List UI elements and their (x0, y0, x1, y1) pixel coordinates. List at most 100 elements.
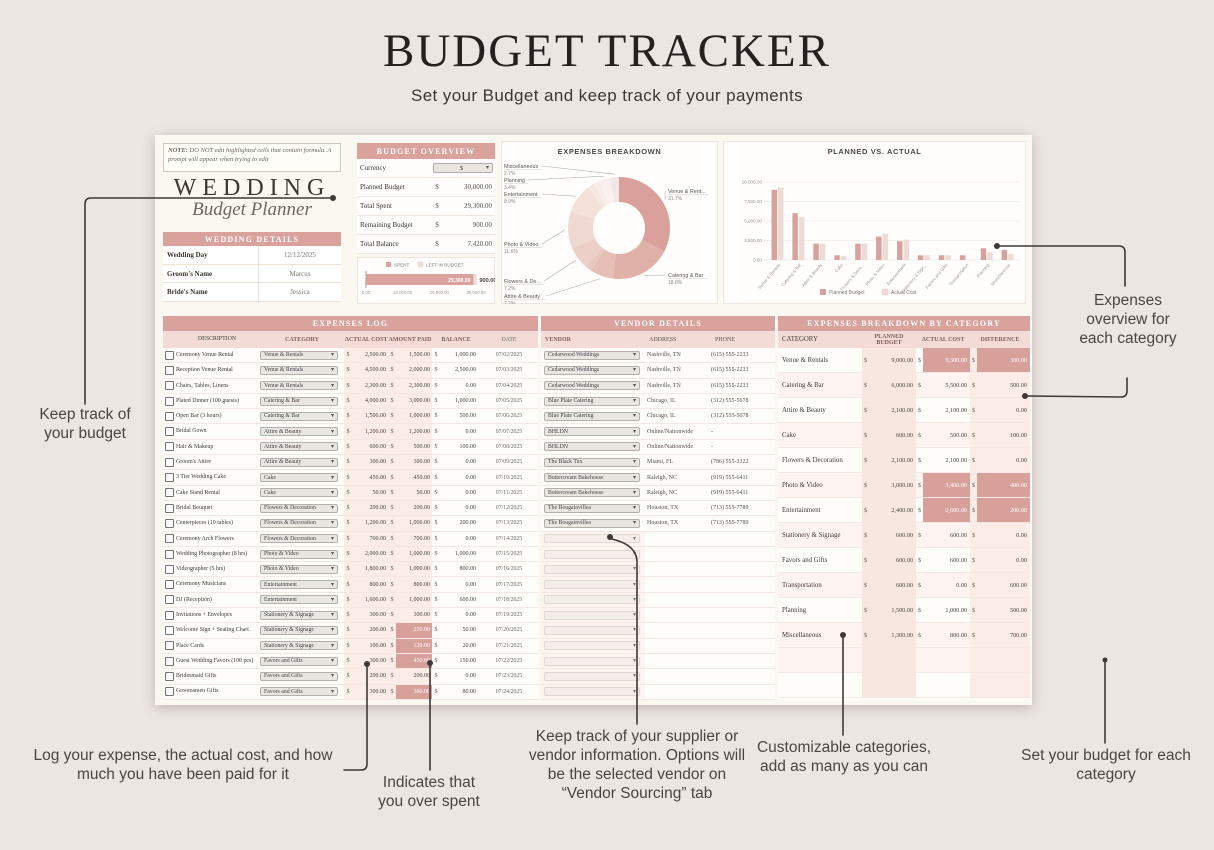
vendor-phone[interactable]: (615) 555-2233 (711, 352, 749, 359)
planned-budget-cell[interactable]: 2,400.00 (869, 498, 916, 522)
vendor-dropdown[interactable]: BHLDN ▾ (544, 442, 640, 452)
date-cell[interactable]: 07/16/2025 (495, 566, 523, 573)
expense-description[interactable]: Wedding Photographer (8 hrs) (176, 550, 248, 557)
vendor-phone[interactable]: - (711, 443, 713, 450)
checkbox[interactable] (165, 564, 174, 574)
expense-description[interactable]: Bridal Gown (176, 428, 207, 435)
amount-paid-cell[interactable]: 380.00 (396, 684, 432, 699)
actual-cost-cell[interactable]: 200.00 (352, 500, 388, 516)
vendor-address[interactable]: Houston, TX (647, 520, 679, 527)
planned-budget-cell[interactable]: 2,100.00 (869, 448, 916, 472)
vendor-dropdown[interactable]: ▾ (544, 671, 640, 681)
actual-cost-cell[interactable]: 4,500.00 (352, 363, 388, 378)
checkbox[interactable] (165, 488, 174, 498)
vendor-address[interactable]: Raleigh, NC (647, 489, 677, 496)
date-cell[interactable]: 07/02/2025 (495, 352, 523, 359)
vendor-phone[interactable]: (312) 555-5678 (711, 413, 749, 420)
category-dropdown[interactable]: Favors and Gifts ▾ (260, 687, 338, 697)
amount-paid-cell[interactable]: 1,000.00 (396, 562, 432, 577)
checkbox[interactable] (165, 427, 174, 437)
category-dropdown[interactable]: Catering & Bar ▾ (260, 411, 338, 421)
amount-paid-cell[interactable]: 300.00 (396, 608, 432, 623)
vendor-phone[interactable]: (919) 555-6411 (711, 489, 749, 496)
vendor-phone[interactable]: (615) 555-2233 (711, 367, 749, 374)
expense-description[interactable]: Open Bar (3 hours) (176, 413, 222, 420)
vendor-dropdown[interactable]: ▾ (544, 549, 640, 559)
date-cell[interactable]: 07/21/2025 (495, 642, 523, 649)
planned-budget-cell[interactable]: 3,000.00 (869, 473, 916, 497)
category-dropdown[interactable]: Favors and Gifts ▾ (260, 656, 338, 666)
vendor-dropdown[interactable]: Cedarwood Weddings ▾ (544, 381, 640, 391)
checkbox[interactable] (165, 381, 174, 391)
actual-cost-cell[interactable]: 600.00 (352, 439, 388, 455)
vendor-dropdown[interactable]: Blue Plate Catering ▾ (544, 396, 640, 406)
expense-description[interactable]: 3 Tier Wedding Cake (176, 474, 226, 481)
budget-value[interactable]: 30,000.00 (464, 183, 492, 191)
checkbox[interactable] (165, 625, 174, 635)
date-cell[interactable]: 07/23/2025 (495, 673, 523, 680)
vendor-dropdown[interactable]: ▾ (544, 641, 640, 651)
category-name[interactable]: Stationery & Signage (782, 531, 841, 539)
vendor-address[interactable]: Chicago, IL (647, 413, 676, 420)
planned-budget-cell[interactable] (869, 648, 916, 672)
vendor-address[interactable]: Chicago, IL (647, 398, 676, 405)
planned-budget-cell[interactable]: 600.00 (869, 573, 916, 597)
vendor-dropdown[interactable]: ▾ (544, 625, 640, 635)
actual-cost-cell[interactable]: 50.00 (352, 485, 388, 500)
vendor-dropdown[interactable]: The Bougainvillea ▾ (544, 503, 640, 513)
planned-budget-cell[interactable]: 1,300.00 (869, 623, 916, 647)
date-cell[interactable]: 07/08/2025 (495, 443, 523, 450)
checkbox[interactable] (165, 687, 174, 697)
detail-value[interactable]: Jessica (258, 283, 341, 302)
category-name[interactable]: Cake (782, 431, 796, 439)
expense-description[interactable]: Centerpieces (10 tables) (176, 520, 233, 527)
date-cell[interactable]: 07/05/2025 (495, 398, 523, 405)
category-dropdown[interactable]: Cake ▾ (260, 488, 338, 498)
vendor-dropdown[interactable]: ▾ (544, 564, 640, 574)
checkbox[interactable] (165, 396, 174, 406)
actual-cost-cell[interactable]: 100.00 (352, 638, 388, 653)
planned-budget-cell[interactable]: 600.00 (869, 523, 916, 547)
vendor-phone[interactable]: (713) 555-7789 (711, 520, 749, 527)
checkbox[interactable] (165, 442, 174, 452)
checkbox[interactable] (165, 641, 174, 651)
category-name[interactable]: Catering & Bar (782, 381, 824, 389)
category-dropdown[interactable]: Stationery & Signage ▾ (260, 641, 338, 651)
expense-description[interactable]: DJ (Reception) (176, 596, 212, 603)
currency-dropdown[interactable]: $ ▾ (433, 163, 493, 173)
category-name[interactable]: Venue & Rentals (782, 356, 829, 364)
category-name[interactable]: Favors and Gifts (782, 556, 828, 564)
actual-cost-cell[interactable]: 1,200.00 (352, 516, 388, 531)
planned-budget-cell[interactable]: 600.00 (869, 423, 916, 447)
checkbox[interactable] (165, 350, 174, 360)
actual-cost-cell[interactable]: 200.00 (352, 669, 388, 684)
detail-value[interactable]: 12/12/2025 (258, 246, 341, 264)
vendor-address[interactable]: Nashville, TN (647, 382, 681, 389)
expense-description[interactable]: Ceremony Arch Flowers (176, 535, 234, 542)
vendor-address[interactable]: Online/Nationwide (647, 443, 693, 450)
checkbox[interactable] (165, 411, 174, 421)
category-dropdown[interactable]: Venue & Rentals ▾ (260, 350, 338, 360)
vendor-dropdown[interactable]: Blue Plate Catering ▾ (544, 411, 640, 421)
category-name[interactable]: Miscellaneous (782, 631, 822, 639)
checkbox[interactable] (165, 671, 174, 681)
budget-value[interactable]: 7,420.00 (467, 240, 493, 248)
category-name[interactable]: Transportation (782, 581, 822, 589)
amount-paid-cell[interactable]: 2,300.00 (396, 378, 432, 393)
expense-description[interactable]: Groomsmen Gifts (176, 688, 219, 695)
expense-description[interactable]: Guest Wedding Favors (100 pcs) (176, 657, 254, 664)
vendor-phone[interactable]: (713) 555-7789 (711, 505, 749, 512)
category-dropdown[interactable]: Catering & Bar ▾ (260, 396, 338, 406)
amount-paid-cell[interactable]: 120.00 (396, 638, 432, 653)
checkbox[interactable] (165, 473, 174, 483)
vendor-address[interactable]: Houston, TX (647, 505, 679, 512)
amount-paid-cell[interactable]: 200.00 (396, 500, 432, 516)
amount-paid-cell[interactable]: 300.00 (396, 455, 432, 470)
vendor-dropdown[interactable]: ▾ (544, 687, 640, 697)
date-cell[interactable]: 07/19/2025 (495, 612, 523, 619)
amount-paid-cell[interactable]: 1,500.00 (396, 348, 432, 363)
actual-cost-cell[interactable]: 200.00 (352, 623, 388, 638)
date-cell[interactable]: 07/06/2025 (495, 413, 523, 420)
category-dropdown[interactable]: Venue & Rentals ▾ (260, 365, 338, 375)
amount-paid-cell[interactable]: 1,000.00 (396, 409, 432, 424)
